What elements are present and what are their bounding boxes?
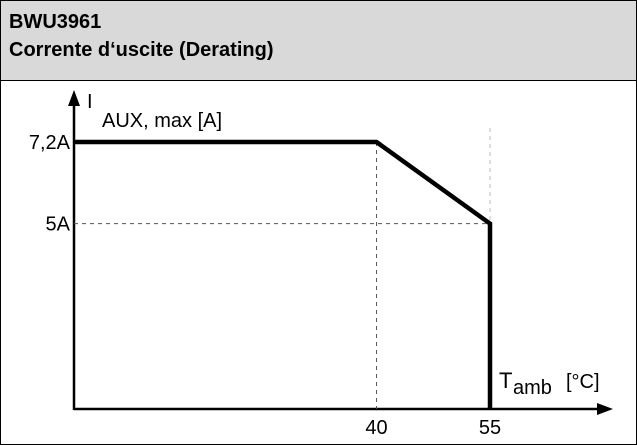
chart-header: BWU3961 Corrente d‘uscite (Derating) — [1, 1, 636, 81]
y-axis-label-subscript: AUX, max [A] — [102, 110, 222, 132]
x-axis-arrow — [597, 403, 613, 415]
chart-title: BWU3961 — [9, 11, 102, 33]
x-tick-label-55: 55 — [479, 417, 501, 439]
derating-curve — [74, 139, 493, 409]
y-tick-label-5a: 5A — [46, 214, 71, 236]
y-axis-label-symbol: I — [87, 91, 93, 113]
y-tick-label-7-2a: 7,2A — [29, 132, 71, 154]
x-axis-label-subscript: amb — [513, 377, 552, 399]
x-axis-label-unit: [°C] — [566, 371, 600, 393]
x-axis-label-symbol: T — [499, 368, 512, 393]
guide-lines — [74, 128, 491, 409]
chart-subtitle: Corrente d‘uscite (Derating) — [9, 39, 274, 61]
x-tick-label-40: 40 — [365, 417, 387, 439]
y-axis-arrow — [68, 90, 80, 106]
